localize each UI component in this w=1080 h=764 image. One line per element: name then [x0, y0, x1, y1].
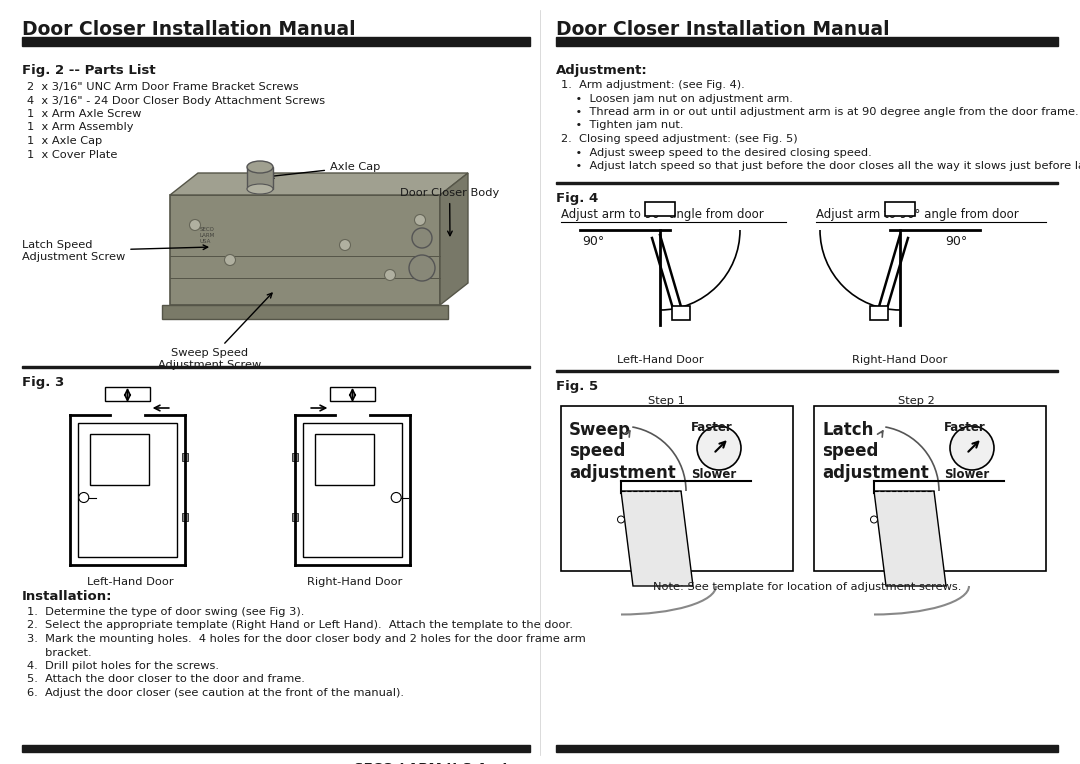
Bar [292, 452, 298, 461]
Text: Fig. 3: Fig. 3 [22, 376, 64, 389]
Circle shape [339, 239, 351, 251]
Text: 90°: 90° [945, 235, 968, 248]
Polygon shape [621, 491, 693, 586]
Polygon shape [170, 173, 468, 195]
Bar [556, 37, 1058, 46]
Bar [870, 306, 888, 320]
Text: Note: See template for location of adjustment screws.: Note: See template for location of adjus… [652, 582, 961, 592]
Text: Fig. 5: Fig. 5 [556, 380, 598, 393]
Text: Slower: Slower [691, 468, 737, 481]
Text: Step 2: Step 2 [897, 396, 934, 406]
Text: Fig. 2 -- Parts List: Fig. 2 -- Parts List [22, 64, 156, 77]
Bar [303, 423, 402, 557]
Circle shape [697, 426, 741, 470]
Text: 1.  Determine the type of door swing (see Fig 3).: 1. Determine the type of door swing (see… [27, 607, 305, 617]
Text: 90°: 90° [582, 235, 604, 248]
Circle shape [415, 215, 426, 225]
Text: •  Adjust sweep speed to the desired closing speed.: • Adjust sweep speed to the desired clos… [561, 147, 872, 157]
Text: 1  x Cover Plate: 1 x Cover Plate [27, 150, 118, 160]
Text: Installation:: Installation: [22, 590, 112, 603]
Bar [561, 406, 793, 571]
Bar [78, 423, 177, 557]
Bar [645, 202, 675, 216]
Text: SECO
LARM
USA: SECO LARM USA [200, 227, 215, 244]
Text: Faster: Faster [944, 421, 986, 434]
Bar [22, 365, 530, 368]
Bar [814, 406, 1047, 571]
Circle shape [384, 270, 395, 280]
Text: Sweep Speed
Adjustment Screw: Sweep Speed Adjustment Screw [159, 293, 272, 370]
Text: Adjust arm to 90° angle from door: Adjust arm to 90° angle from door [816, 208, 1018, 221]
Bar [330, 387, 375, 401]
Text: 3.  Mark the mounting holes.  4 holes for the door closer body and 2 holes for t: 3. Mark the mounting holes. 4 holes for … [27, 634, 585, 644]
Text: 4.  Drill pilot holes for the screws.: 4. Drill pilot holes for the screws. [27, 661, 219, 671]
Text: 2.  Select the appropriate template (Right Hand or Left Hand).  Attach the templ: 2. Select the appropriate template (Righ… [27, 620, 572, 630]
Polygon shape [440, 173, 468, 305]
Circle shape [79, 493, 89, 503]
Bar [556, 370, 1058, 372]
Ellipse shape [247, 184, 273, 194]
Polygon shape [162, 305, 448, 319]
Text: 6.  Adjust the door closer (see caution at the front of the manual).: 6. Adjust the door closer (see caution a… [27, 688, 404, 698]
Text: Step 1: Step 1 [648, 396, 685, 406]
Text: bracket.: bracket. [27, 648, 92, 658]
Text: SECO-LARM U.S.A., Inc.: SECO-LARM U.S.A., Inc. [354, 762, 530, 764]
Text: 5.  Attach the door closer to the door and frame.: 5. Attach the door closer to the door an… [27, 675, 305, 685]
Ellipse shape [247, 161, 273, 173]
Circle shape [189, 219, 201, 231]
Text: 4  x 3/16" - 24 Door Closer Body Attachment Screws: 4 x 3/16" - 24 Door Closer Body Attachme… [27, 96, 325, 105]
Bar [170, 195, 440, 305]
Text: •  Thread arm in or out until adjustment arm is at 90 degree angle from the door: • Thread arm in or out until adjustment … [561, 107, 1079, 117]
Text: Right-Hand Door: Right-Hand Door [852, 355, 947, 365]
Text: Faster: Faster [691, 421, 732, 434]
Text: 1  x Arm Assembly: 1 x Arm Assembly [27, 122, 134, 132]
Circle shape [391, 493, 401, 503]
Circle shape [950, 426, 994, 470]
Bar [885, 202, 915, 216]
Text: Latch Speed
Adjustment Screw: Latch Speed Adjustment Screw [22, 240, 207, 261]
Text: Adjustment:: Adjustment: [556, 64, 648, 77]
Text: Left-Hand Door: Left-Hand Door [617, 355, 703, 365]
Text: •  Loosen jam nut on adjustment arm.: • Loosen jam nut on adjustment arm. [561, 93, 793, 103]
Text: •  Tighten jam nut.: • Tighten jam nut. [561, 121, 684, 131]
Circle shape [618, 516, 624, 523]
Text: Axle Cap: Axle Cap [269, 162, 380, 178]
Text: Adjust arm to 90° angle from door: Adjust arm to 90° angle from door [561, 208, 764, 221]
Text: 2.  Closing speed adjustment: (see Fig. 5): 2. Closing speed adjustment: (see Fig. 5… [561, 134, 798, 144]
Bar [90, 434, 149, 484]
Text: Door Closer Body: Door Closer Body [400, 188, 499, 235]
Text: Latch
speed
adjustment: Latch speed adjustment [822, 421, 929, 482]
Text: 1.  Arm adjustment: (see Fig. 4).: 1. Arm adjustment: (see Fig. 4). [561, 80, 745, 90]
Bar [183, 513, 188, 520]
Bar [183, 452, 188, 461]
Bar [105, 387, 150, 401]
Circle shape [870, 516, 877, 523]
Text: Slower: Slower [944, 468, 989, 481]
Bar [22, 37, 530, 46]
Bar [556, 745, 1058, 752]
Bar [315, 434, 375, 484]
Ellipse shape [411, 228, 432, 248]
Bar [22, 745, 530, 752]
Ellipse shape [409, 255, 435, 281]
Text: Door Closer Installation Manual: Door Closer Installation Manual [556, 20, 890, 39]
Text: Fig. 4: Fig. 4 [556, 192, 598, 205]
Bar [247, 167, 273, 189]
Text: Right-Hand Door: Right-Hand Door [308, 577, 403, 587]
Bar [292, 513, 298, 520]
Text: 1  x Arm Axle Screw: 1 x Arm Axle Screw [27, 109, 141, 119]
Text: •  Adjust latch speed so that just before the door closes all the way it slows j: • Adjust latch speed so that just before… [561, 161, 1080, 171]
Text: Door Closer Installation Manual: Door Closer Installation Manual [22, 20, 355, 39]
Text: 2  x 3/16" UNC Arm Door Frame Bracket Screws: 2 x 3/16" UNC Arm Door Frame Bracket Scr… [27, 82, 299, 92]
Circle shape [225, 254, 235, 266]
Bar [672, 306, 690, 320]
Text: 1  x Axle Cap: 1 x Axle Cap [27, 136, 103, 146]
Text: Left-Hand Door: Left-Hand Door [86, 577, 173, 587]
Text: Sweep
speed
adjustment: Sweep speed adjustment [569, 421, 676, 482]
Polygon shape [874, 491, 946, 586]
Bar [556, 182, 1058, 184]
